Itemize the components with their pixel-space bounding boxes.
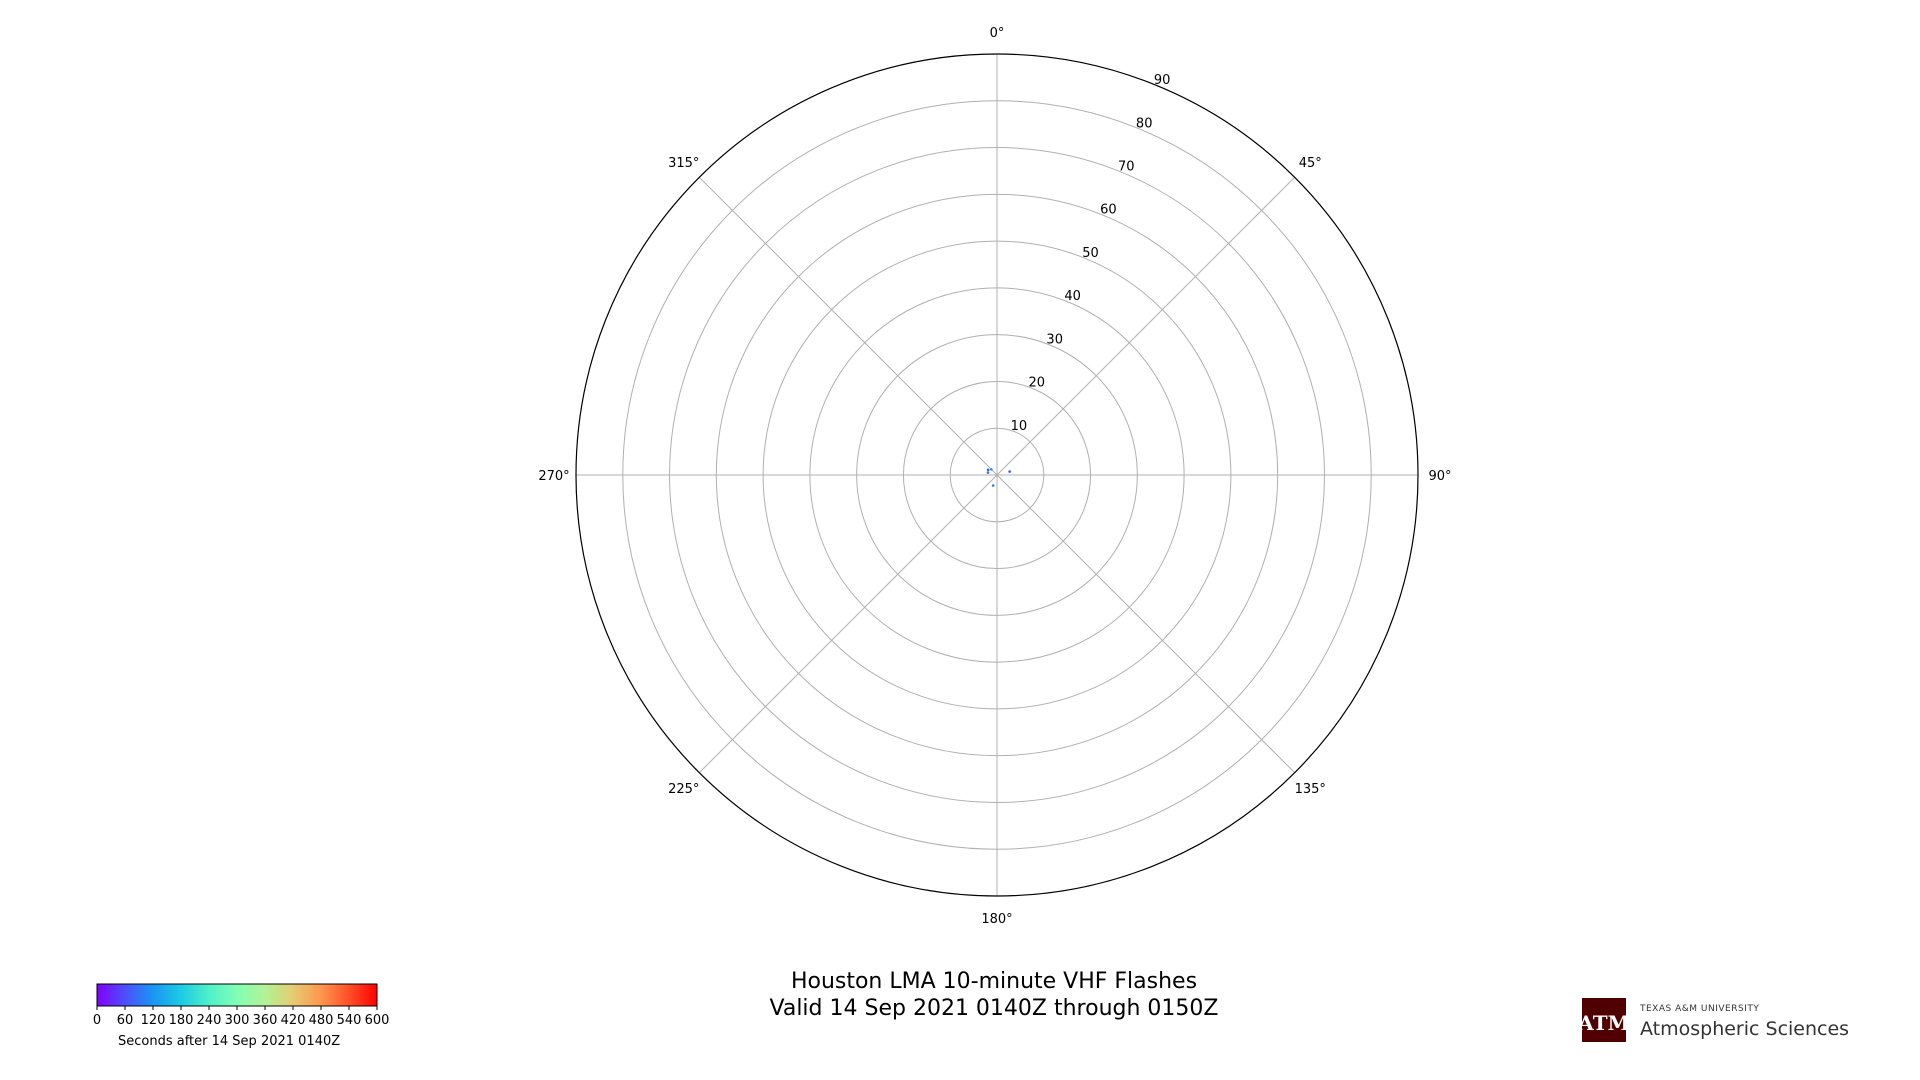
colorbar-tick-label: 420 xyxy=(281,1013,306,1028)
vhf-source-point xyxy=(991,484,995,487)
r-tick-label: 40 xyxy=(1064,289,1081,304)
r-tick-label: 70 xyxy=(1118,159,1135,174)
chart-title: Houston LMA 10-minute VHF Flashes xyxy=(791,969,1197,994)
colorbar-tick-label: 60 xyxy=(117,1013,134,1028)
theta-grid-line xyxy=(996,176,1296,476)
theta-tick-label: 45° xyxy=(1299,156,1322,171)
r-tick-label: 80 xyxy=(1136,116,1153,131)
r-tick-label: 20 xyxy=(1029,376,1046,391)
colorbar-tick-label: 540 xyxy=(337,1013,362,1028)
logo-monogram: ATM xyxy=(1577,1011,1629,1035)
logo-mark xyxy=(1582,998,1626,1042)
colorbar-tick-label: 600 xyxy=(365,1013,390,1028)
vhf-source-point xyxy=(986,471,990,474)
polar-outline xyxy=(575,53,1419,897)
logo-department: Atmospheric Sciences xyxy=(1640,1018,1849,1040)
theta-tick-label: 135° xyxy=(1295,782,1326,797)
theta-tick-label: 225° xyxy=(668,782,699,797)
data-points xyxy=(986,468,1011,487)
chart-subtitle: Valid 14 Sep 2021 0140Z through 0150Z xyxy=(770,996,1219,1021)
colorbar-tick-label: 300 xyxy=(225,1013,250,1028)
colorbar-tick-label: 120 xyxy=(141,1013,166,1028)
logo-university: TEXAS A&M UNIVERSITY xyxy=(1639,1004,1759,1014)
chart-title-block: Houston LMA 10-minute VHF Flashes Valid … xyxy=(770,969,1219,1021)
colorbar-tick-label: 480 xyxy=(309,1013,334,1028)
theta-grid-line xyxy=(996,474,1296,774)
colorbar: 0 60 120 180 240 300 360 420 480 540 600 Seconds a… xyxy=(93,983,390,1049)
polar-spine xyxy=(575,53,1419,897)
theta-tick-label: 180° xyxy=(981,912,1012,927)
r-tick-label: 30 xyxy=(1046,332,1063,347)
r-tick-label: 50 xyxy=(1082,246,1099,261)
vhf-source-point xyxy=(1008,470,1011,473)
theta-tick-label: 315° xyxy=(668,156,699,171)
vhf-source-point xyxy=(986,468,990,472)
theta-tick-labels: 0° 45° 90° 135° 180° 225° 270° 315° xyxy=(538,26,1451,927)
colorbar-label: Seconds after 14 Sep 2021 0140Z xyxy=(118,1034,340,1049)
r-tick-labels: 10 20 30 40 50 60 70 80 90 xyxy=(1011,73,1171,434)
colorbar-tick-label: 360 xyxy=(253,1013,278,1028)
r-tick-label: 10 xyxy=(1011,419,1028,434)
colorbar-tick-label: 240 xyxy=(197,1013,222,1028)
colorbar-tick-label: 0 xyxy=(93,1013,101,1028)
colorbar-gradient xyxy=(96,983,378,1007)
theta-grid-line xyxy=(698,176,998,476)
theta-tick-label: 0° xyxy=(990,26,1005,41)
tamu-logo: ATM TEXAS A&M UNIVERSITY Atmospheric Sci… xyxy=(1577,998,1849,1042)
vhf-source-point xyxy=(990,468,993,471)
theta-tick-label: 90° xyxy=(1428,469,1451,484)
theta-grid-line xyxy=(698,474,998,774)
colorbar-ticks: 0 60 120 180 240 300 360 420 480 540 600 xyxy=(93,1006,390,1028)
r-tick-label: 60 xyxy=(1100,203,1117,218)
r-tick-label: 90 xyxy=(1154,73,1171,88)
polar-grid xyxy=(576,54,1418,896)
colorbar-tick-label: 180 xyxy=(169,1013,194,1028)
theta-tick-label: 270° xyxy=(538,469,569,484)
